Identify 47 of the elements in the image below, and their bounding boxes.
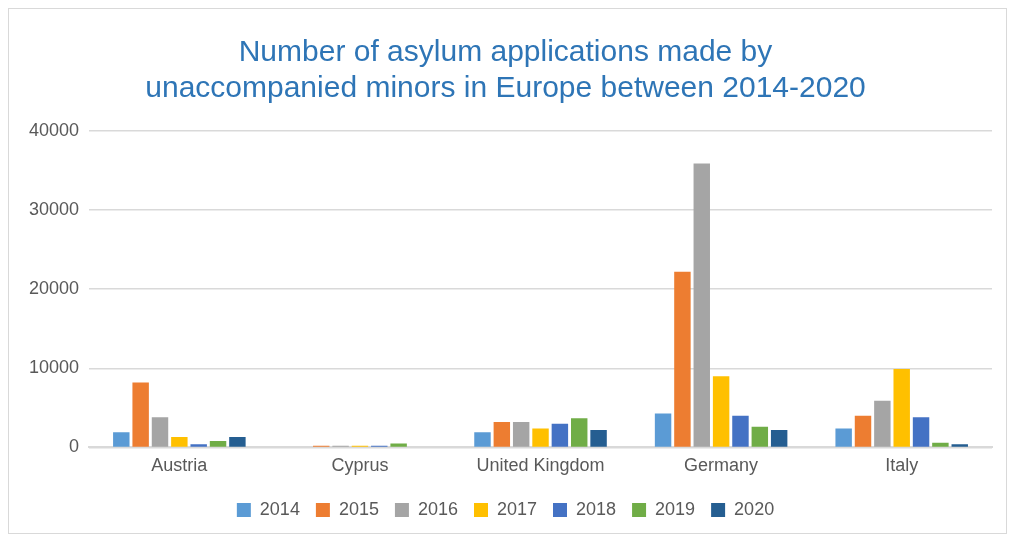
bar bbox=[674, 271, 691, 447]
bar bbox=[912, 417, 930, 447]
chart-title: Number of asylum applications made by unaccompanied minors in Europe between 2014-2020 bbox=[145, 34, 866, 104]
y-tick-label: 10000 bbox=[28, 357, 80, 378]
x-tick-label: Germany bbox=[684, 455, 759, 476]
bar bbox=[693, 163, 710, 447]
bar bbox=[932, 442, 949, 447]
legend-label: 2020 bbox=[734, 498, 775, 519]
bar bbox=[854, 415, 872, 447]
bar bbox=[590, 430, 607, 447]
legend-label: 2017 bbox=[496, 498, 538, 519]
bar bbox=[654, 413, 672, 447]
bar bbox=[732, 415, 749, 447]
bar bbox=[951, 444, 968, 447]
bar bbox=[751, 426, 769, 447]
bar bbox=[874, 400, 891, 447]
legend-label: 2014 bbox=[259, 498, 300, 519]
bar bbox=[893, 369, 910, 447]
bar bbox=[512, 422, 530, 447]
bar bbox=[493, 422, 511, 447]
bar bbox=[770, 430, 788, 447]
y-tick-label: 20000 bbox=[28, 278, 80, 299]
x-tick-label: United Kingdom bbox=[476, 455, 605, 476]
bar bbox=[171, 437, 188, 447]
bar bbox=[712, 376, 730, 447]
bar bbox=[132, 382, 149, 447]
bar bbox=[571, 418, 588, 447]
bar bbox=[551, 423, 569, 447]
legend-label: 2018 bbox=[576, 498, 617, 519]
bar bbox=[209, 441, 227, 447]
bar bbox=[532, 428, 549, 447]
bar bbox=[190, 444, 207, 447]
x-tick-label: Austria bbox=[151, 455, 209, 476]
legend-label: 2019 bbox=[655, 498, 696, 519]
bar bbox=[474, 432, 491, 447]
bar bbox=[113, 432, 130, 447]
y-tick-label: 30000 bbox=[28, 199, 80, 220]
legend-label: 2016 bbox=[417, 498, 458, 519]
legend-label: 2015 bbox=[338, 498, 379, 519]
y-tick-label: 0 bbox=[69, 436, 80, 457]
x-tick-label: Cyprus bbox=[331, 455, 389, 476]
bar bbox=[835, 428, 852, 447]
bar bbox=[229, 437, 246, 447]
bar bbox=[151, 417, 169, 447]
y-tick-label: 40000 bbox=[28, 119, 80, 140]
bar bbox=[390, 443, 407, 447]
x-tick-label: Italy bbox=[885, 455, 919, 476]
